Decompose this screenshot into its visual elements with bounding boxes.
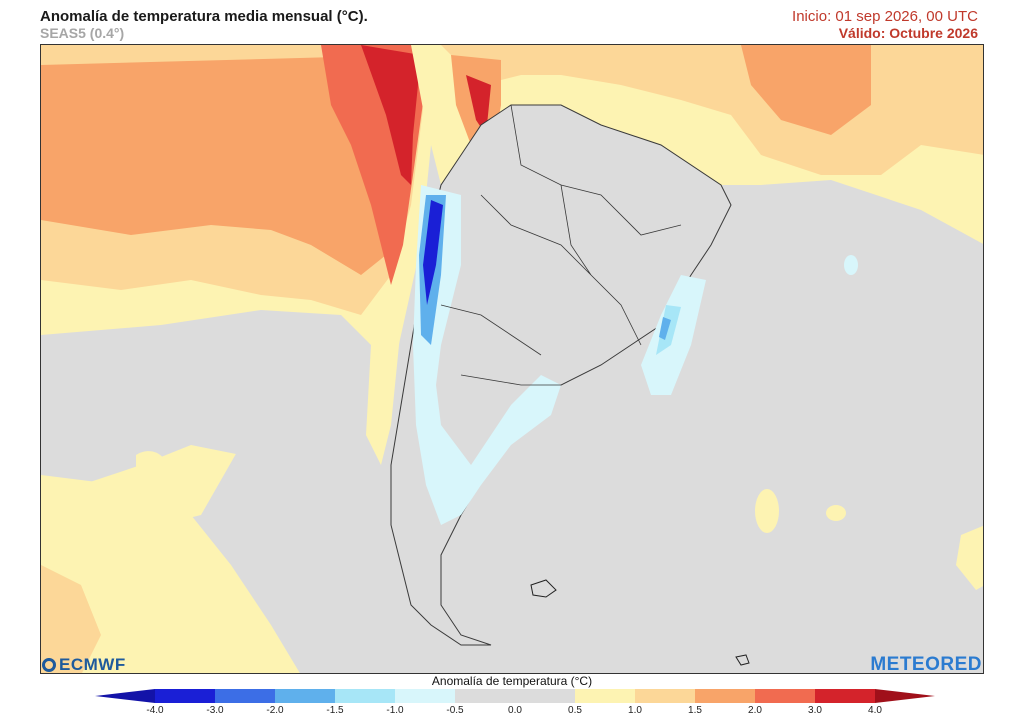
- colorbar-tick-label: 4.0: [868, 705, 882, 716]
- colorbar-segment: [455, 689, 515, 703]
- red-zone-andes-north: [466, 75, 491, 135]
- south-georgia: [735, 654, 750, 666]
- colorbar-low-arrow: [95, 689, 155, 703]
- orange-zone-west: [41, 55, 411, 275]
- blue-plume-core: [659, 317, 671, 340]
- colorbar-segment: [755, 689, 815, 703]
- falkland-islands: [530, 579, 557, 598]
- anomaly-map: [40, 44, 984, 674]
- colorbar-segment: [695, 689, 755, 703]
- pale-yellow-blob-atlantic-2: [826, 505, 846, 521]
- pale-yellow-blob-1: [136, 451, 167, 483]
- colorbar-tick-label: -1.0: [386, 705, 404, 716]
- model-subtitle: SEAS5 (0.4°): [40, 25, 125, 41]
- map-canvas: [41, 45, 983, 673]
- colorbar-tick-label: 0.0: [508, 705, 522, 716]
- red-zone-coast: [361, 45, 421, 185]
- init-date: Inicio: 01 sep 2026, 00 UTC: [792, 8, 978, 25]
- colorbar-segment: [335, 689, 395, 703]
- colorbar-segment: [395, 689, 455, 703]
- light-blue-zone-andes: [413, 185, 561, 525]
- colorbar-segment: [575, 689, 635, 703]
- colorbar-tick-label: -1.5: [326, 705, 344, 716]
- light-orange-blob-sw: [41, 565, 101, 673]
- ecmwf-logo-text: ECMWF: [59, 655, 126, 674]
- pale-yellow-blob-sw: [41, 475, 300, 673]
- colorbar-title: Anomalía de temperatura (°C): [431, 674, 593, 688]
- colorbar-tick-label: 1.5: [688, 705, 702, 716]
- colorbar-tick-label: 1.0: [628, 705, 642, 716]
- mid-blue-plume-atlantic: [656, 305, 681, 355]
- valid-date: Válido: Octubre 2026: [838, 25, 978, 41]
- gray-zone-south-pacific: [41, 310, 381, 490]
- colorbar-segment: [515, 689, 575, 703]
- colorbar-tick-label: 2.0: [748, 705, 762, 716]
- pale-yellow-blob-atlantic-1: [755, 489, 779, 533]
- map-title: Anomalía de temperatura media mensual (°…: [40, 8, 368, 25]
- country-borders: [440, 104, 682, 386]
- colorbar: [95, 689, 935, 703]
- dark-blue-zone-andes: [423, 200, 443, 305]
- colorbar-segment: [215, 689, 275, 703]
- light-blue-blob-east: [844, 255, 858, 275]
- colorbar-tick-label: -0.5: [446, 705, 464, 716]
- colorbar-tick-label: -4.0: [146, 705, 164, 716]
- colorbar-tick-label: 0.5: [568, 705, 582, 716]
- colorbar-segment: [635, 689, 695, 703]
- pale-yellow-coastal-tongue: [366, 325, 401, 465]
- ecmwf-ring-icon: [42, 658, 56, 672]
- colorbar-tick-label: -2.0: [266, 705, 284, 716]
- pale-yellow-zone-east: [956, 525, 983, 590]
- colorbar-high-arrow: [875, 689, 935, 703]
- colorbar-segment: [155, 689, 215, 703]
- colorbar-segment: [815, 689, 875, 703]
- ecmwf-logo: ECMWF: [42, 655, 126, 675]
- colorbar-tick-label: -3.0: [206, 705, 224, 716]
- colorbar-segment: [275, 689, 335, 703]
- colorbar-tick-label: 3.0: [808, 705, 822, 716]
- orange-zone-north-east: [741, 45, 871, 135]
- meteored-logo: METEORED: [870, 654, 982, 675]
